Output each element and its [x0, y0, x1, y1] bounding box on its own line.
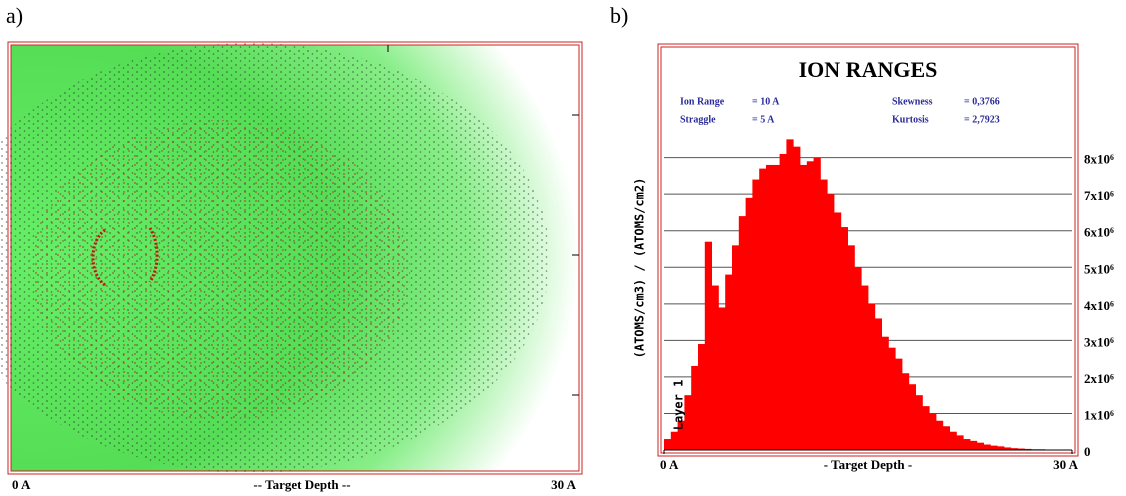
- stat-value: = 5 A: [752, 114, 775, 125]
- histogram-bar: [854, 267, 862, 450]
- histogram-bar: [793, 146, 801, 450]
- x-axis-label: - Target Depth -: [824, 457, 912, 472]
- annotation: Layer 1: [672, 380, 686, 431]
- x-tick-label: 0 A: [660, 457, 679, 472]
- panel-label: b): [610, 3, 628, 28]
- histogram-bar: [1017, 448, 1025, 450]
- y-axis-label: (ATOMS/cm3) / (ATOMS/cm2): [633, 178, 647, 359]
- x-tick-label: 30 A: [551, 477, 577, 492]
- histogram-bar: [942, 426, 950, 450]
- x-axis-label: -- Target Depth --: [253, 477, 350, 492]
- histogram-bar: [970, 440, 978, 450]
- stat-label: Straggle: [680, 114, 716, 125]
- histogram-bar: [936, 420, 944, 450]
- histogram-bar: [922, 406, 930, 450]
- y-tick-label: 7x10⁶: [1084, 188, 1114, 203]
- stat-label: Skewness: [892, 96, 933, 107]
- histogram-bar: [840, 227, 848, 450]
- frame: [660, 46, 1076, 454]
- histogram-bar: [956, 435, 964, 450]
- histogram-bar: [779, 153, 787, 450]
- histogram-bar: [908, 384, 916, 450]
- histogram-bar: [698, 344, 706, 450]
- histogram-bar: [766, 164, 774, 451]
- histogram-bar: [759, 168, 767, 450]
- histogram-bar: [976, 442, 984, 450]
- stat-value: = 10 A: [752, 96, 780, 107]
- histogram-bar: [786, 139, 794, 450]
- panel-a: [0, 41, 583, 475]
- histogram-bar: [684, 395, 692, 450]
- histogram-bar: [861, 285, 869, 450]
- histogram-bar: [806, 161, 814, 451]
- histogram-bar: [725, 274, 733, 450]
- y-tick-label: 2x10⁶: [1084, 371, 1114, 386]
- histogram-bar: [881, 336, 889, 450]
- histogram-bar: [888, 347, 896, 450]
- histogram-bar: [711, 285, 719, 450]
- stat-label: Kurtosis: [892, 114, 929, 125]
- recoil-dots: [30, 120, 410, 420]
- histogram-bar: [949, 431, 957, 450]
- histogram-bar: [874, 318, 882, 450]
- histogram-bar: [664, 439, 672, 450]
- chart-title: ION RANGES: [799, 57, 938, 82]
- stat-value: = 0,3766: [964, 96, 1000, 107]
- histogram-bar: [800, 164, 808, 451]
- histogram-bar: [677, 420, 685, 450]
- y-tick-label: 0: [1084, 444, 1091, 459]
- histogram-bar: [732, 245, 740, 450]
- histogram-bar: [1010, 448, 1018, 450]
- histogram-bar: [868, 303, 876, 450]
- histogram-bar: [691, 365, 699, 450]
- histogram-bar: [813, 157, 821, 451]
- histogram-bar: [772, 164, 780, 451]
- histogram-bar: [895, 358, 903, 450]
- histogram-bar: [670, 431, 678, 450]
- histogram-bar: [902, 373, 910, 450]
- y-tick-label: 6x10⁶: [1084, 225, 1114, 240]
- histogram-bar: [1004, 447, 1012, 450]
- stat-label: Ion Range: [680, 96, 725, 107]
- histogram-bar: [915, 395, 923, 450]
- x-tick-label: 30 A: [1053, 457, 1079, 472]
- y-tick-label: 3x10⁶: [1084, 334, 1114, 349]
- histogram-bar: [847, 245, 855, 450]
- histogram-bar: [990, 445, 998, 450]
- histogram-bar: [834, 212, 842, 450]
- histogram-bar: [820, 179, 828, 450]
- histogram-bar: [827, 194, 835, 450]
- panel-label: a): [6, 3, 23, 28]
- recoil-arc: [148, 227, 159, 283]
- histogram-bar: [752, 179, 760, 450]
- histogram-bar: [738, 216, 746, 450]
- histogram-bar: [997, 446, 1005, 450]
- x-tick-label: 0 A: [12, 477, 31, 492]
- stat-value: = 2,7923: [964, 114, 1000, 125]
- y-tick-label: 8x10⁶: [1084, 152, 1114, 167]
- y-tick-label: 5x10⁶: [1084, 261, 1114, 276]
- y-tick-label: 4x10⁶: [1084, 298, 1114, 313]
- histogram-bar: [718, 307, 726, 450]
- y-tick-label: 1x10⁶: [1084, 407, 1114, 422]
- histogram-bar: [745, 197, 753, 450]
- histogram-bar: [963, 439, 971, 450]
- histogram-bar: [983, 444, 991, 450]
- histogram-bar: [1024, 448, 1032, 450]
- histogram-bar: [704, 241, 712, 450]
- histogram-bar: [929, 413, 937, 450]
